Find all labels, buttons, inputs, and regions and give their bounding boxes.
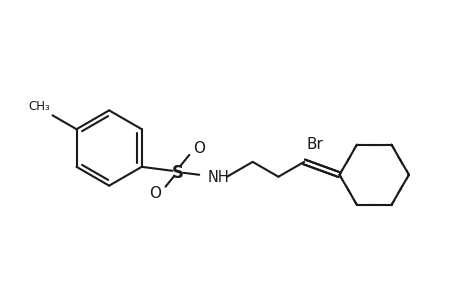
- Text: S: S: [171, 164, 183, 182]
- Text: O: O: [193, 140, 205, 155]
- Text: Br: Br: [306, 136, 322, 152]
- Text: O: O: [149, 186, 161, 201]
- Text: NH: NH: [207, 170, 230, 185]
- Text: CH₃: CH₃: [29, 100, 50, 113]
